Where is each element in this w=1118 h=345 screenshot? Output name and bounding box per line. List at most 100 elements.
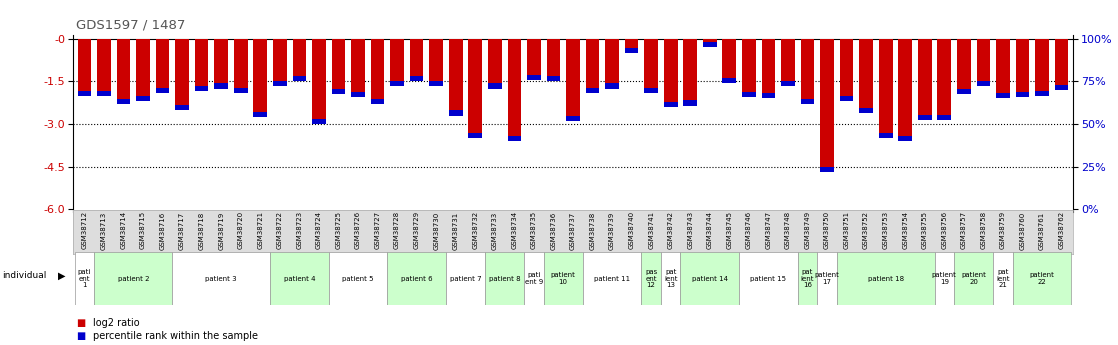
Bar	[136, 96, 150, 101]
Text: GSM38738: GSM38738	[589, 211, 596, 249]
Bar	[899, 136, 912, 141]
Bar	[176, 105, 189, 110]
Bar	[524, 252, 543, 305]
Text: individual: individual	[2, 272, 47, 280]
Text: GSM38754: GSM38754	[902, 211, 908, 249]
Text: GSM38736: GSM38736	[550, 211, 557, 249]
Bar	[136, 39, 150, 101]
Bar	[172, 252, 271, 305]
Text: GSM38720: GSM38720	[238, 211, 244, 249]
Text: patient
17: patient 17	[815, 272, 840, 285]
Text: GSM38729: GSM38729	[414, 211, 419, 249]
Text: GSM38756: GSM38756	[941, 211, 947, 249]
Bar	[195, 86, 208, 91]
Bar	[644, 39, 659, 93]
Bar	[954, 252, 993, 305]
Bar	[957, 89, 970, 94]
Bar	[448, 39, 463, 116]
Bar	[703, 39, 717, 47]
Bar	[387, 252, 446, 305]
Text: pas
ent
12: pas ent 12	[645, 269, 657, 288]
Text: GSM38733: GSM38733	[492, 211, 498, 249]
Text: GSM38747: GSM38747	[766, 211, 771, 249]
Bar	[761, 39, 775, 98]
Text: patient 11: patient 11	[594, 276, 631, 282]
Bar	[1015, 39, 1030, 97]
Text: patient 7: patient 7	[449, 276, 482, 282]
Bar	[332, 39, 345, 94]
Text: GSM38740: GSM38740	[628, 211, 635, 249]
Bar	[508, 136, 521, 141]
Text: GSM38712: GSM38712	[82, 211, 87, 249]
Text: GSM38739: GSM38739	[609, 211, 615, 249]
Bar	[1054, 39, 1069, 90]
Bar	[586, 88, 599, 93]
Bar	[155, 39, 170, 93]
Bar	[879, 133, 892, 138]
Text: patient
10: patient 10	[551, 272, 576, 285]
Text: patient 8: patient 8	[489, 276, 520, 282]
Bar	[976, 80, 991, 86]
Bar	[116, 99, 131, 104]
Text: patient
19: patient 19	[932, 272, 957, 285]
Bar	[644, 88, 659, 93]
Bar	[664, 102, 678, 107]
Bar	[566, 116, 580, 121]
Bar	[116, 39, 131, 104]
Text: GSM38731: GSM38731	[453, 211, 458, 249]
Bar	[332, 89, 345, 94]
Bar	[976, 39, 991, 86]
Bar	[312, 39, 325, 124]
Bar	[742, 39, 756, 97]
Bar	[1013, 252, 1071, 305]
Bar	[681, 252, 739, 305]
Bar	[821, 39, 834, 172]
Text: GSM38724: GSM38724	[316, 211, 322, 249]
Text: GSM38728: GSM38728	[394, 211, 400, 249]
Bar	[899, 39, 912, 141]
Bar	[94, 252, 172, 305]
Bar	[798, 252, 817, 305]
Bar	[1054, 85, 1069, 90]
Bar	[683, 39, 698, 106]
Text: patient 3: patient 3	[206, 276, 237, 282]
Text: patient 18: patient 18	[868, 276, 903, 282]
Bar	[468, 39, 482, 138]
Text: GSM38719: GSM38719	[218, 211, 225, 249]
Bar	[273, 80, 286, 86]
Bar	[254, 112, 267, 117]
Text: GSM38713: GSM38713	[101, 211, 107, 249]
Bar	[271, 252, 329, 305]
Text: patient
20: patient 20	[961, 272, 986, 285]
Text: GSM38743: GSM38743	[688, 211, 693, 249]
Bar	[918, 115, 931, 120]
Bar	[821, 167, 834, 172]
Text: GSM38749: GSM38749	[805, 211, 811, 249]
Bar	[860, 108, 873, 113]
Bar	[485, 252, 524, 305]
Bar	[487, 83, 502, 89]
Text: GSM38762: GSM38762	[1059, 211, 1064, 249]
Text: GSM38721: GSM38721	[257, 211, 263, 249]
Text: GSM38758: GSM38758	[980, 211, 986, 249]
Bar	[739, 252, 798, 305]
Bar	[176, 39, 189, 110]
Text: pat
ient
13: pat ient 13	[664, 269, 678, 288]
Bar	[661, 252, 681, 305]
Text: GSM38755: GSM38755	[921, 211, 928, 249]
Bar	[664, 39, 678, 107]
Bar	[527, 39, 541, 80]
Text: patient
22: patient 22	[1030, 272, 1054, 285]
Text: patient 4: patient 4	[284, 276, 315, 282]
Bar	[273, 39, 286, 86]
Text: GSM38725: GSM38725	[335, 211, 341, 249]
Bar	[429, 39, 443, 86]
Bar	[215, 83, 228, 89]
Text: GDS1597 / 1487: GDS1597 / 1487	[76, 19, 186, 32]
Bar	[938, 115, 951, 120]
Bar	[800, 39, 814, 104]
Text: GSM38727: GSM38727	[375, 211, 380, 249]
Text: GSM38742: GSM38742	[667, 211, 674, 249]
Text: GSM38752: GSM38752	[863, 211, 869, 249]
Bar	[329, 252, 387, 305]
